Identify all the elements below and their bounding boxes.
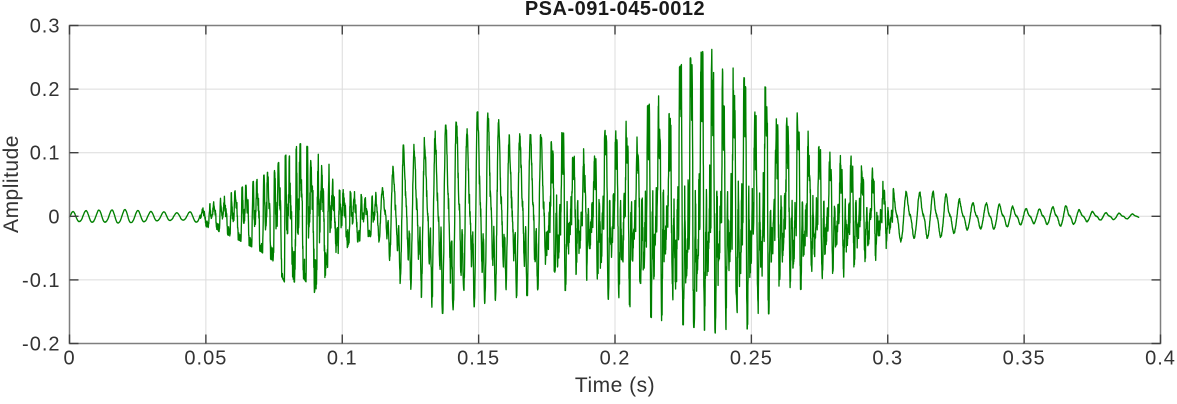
x-tick-label: 0.05 — [184, 348, 227, 370]
grid-lines — [69, 25, 1161, 344]
x-tick-label: 0.4 — [1145, 348, 1176, 370]
x-tick-label: 0.15 — [457, 348, 500, 370]
x-tick-label: 0.25 — [730, 348, 773, 370]
x-axis-label: Time (s) — [575, 374, 655, 397]
y-tick-label: 0 — [48, 206, 60, 228]
tick-marks — [68, 24, 1162, 345]
tick-labels: 0 0.05 0.1 0.15 0.2 0.25 0.3 0.35 0.4 -0.2 -0.1 0 0.… — [22, 16, 1176, 370]
y-tick-label: 0.2 — [30, 79, 61, 101]
x-tick-label: 0.1 — [327, 348, 358, 370]
x-tick-label: 0.2 — [600, 348, 631, 370]
y-tick-label: -0.1 — [22, 270, 60, 292]
y-tick-label: 0.3 — [30, 16, 61, 38]
y-axis-label: Amplitude — [0, 135, 23, 233]
chart-title: PSA-091-045-0012 — [525, 0, 705, 20]
x-tick-label: 0.3 — [872, 348, 903, 370]
x-tick-label: 0.35 — [1003, 348, 1046, 370]
signal-waveform — [68, 48, 1140, 334]
x-tick-label: 0 — [63, 348, 75, 370]
y-tick-label: -0.2 — [22, 334, 60, 356]
y-tick-label: 0.1 — [30, 143, 61, 165]
